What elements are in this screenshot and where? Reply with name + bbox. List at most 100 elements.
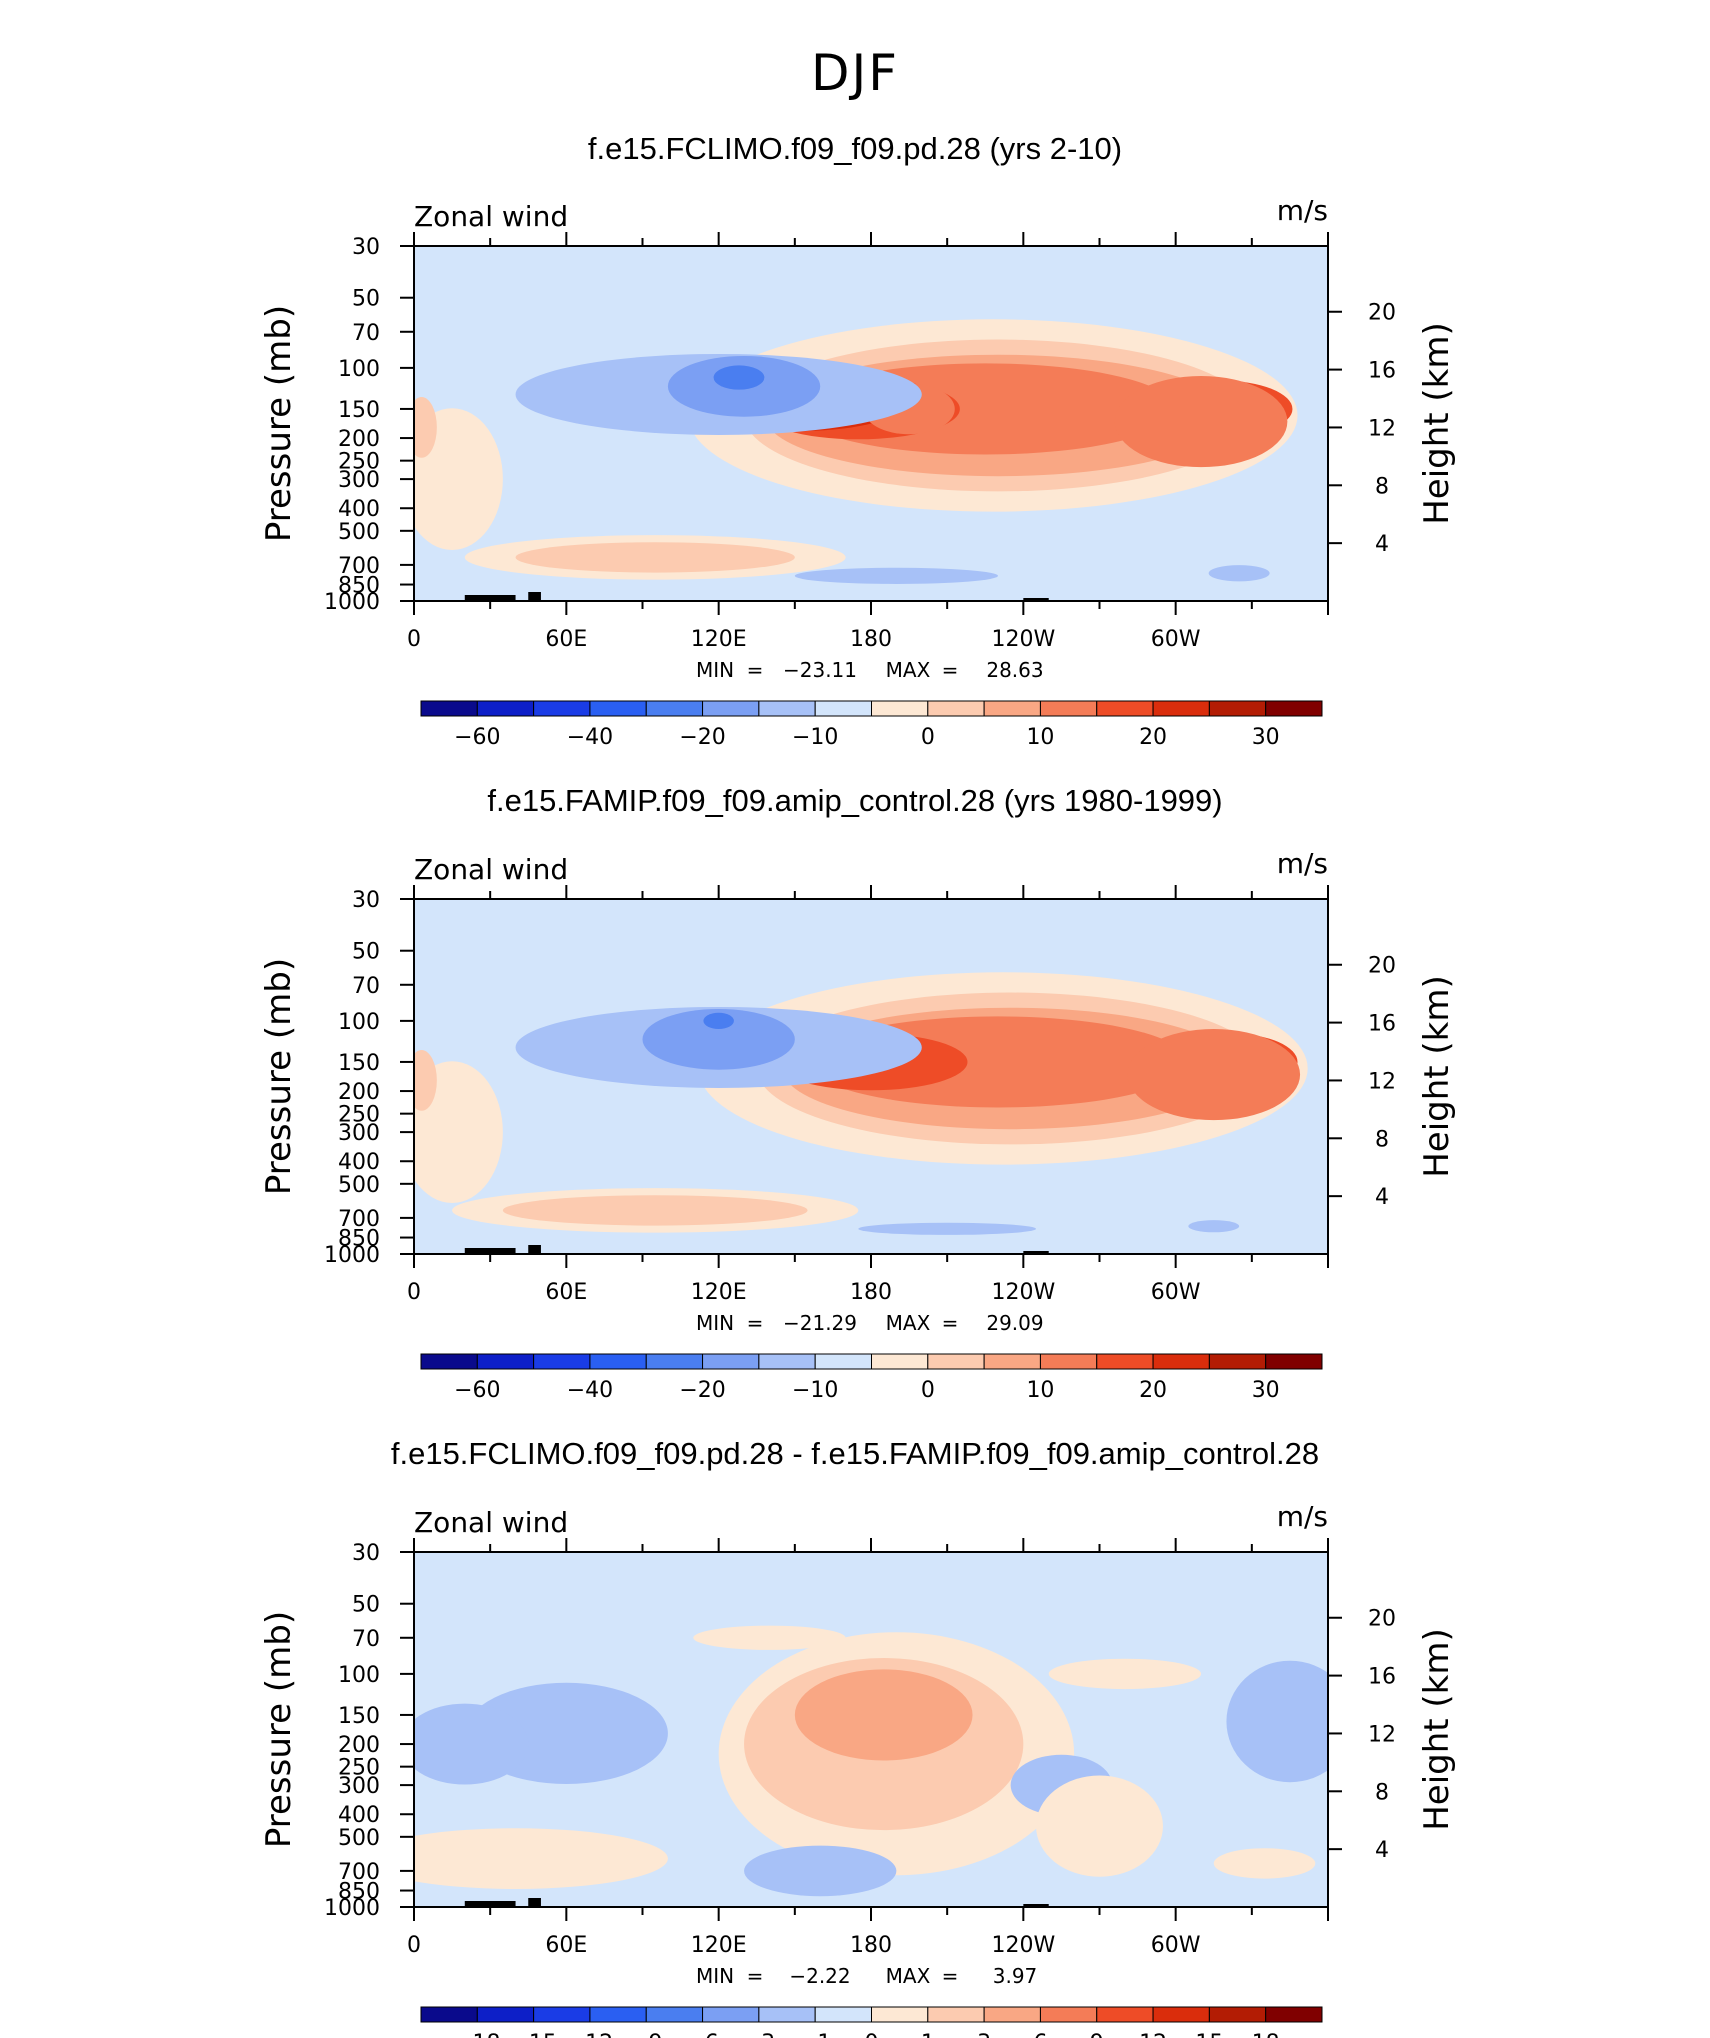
contour-region [515,542,795,573]
topography-bar [528,1898,541,1907]
colorbar-label: −10 [792,1378,838,1403]
panel-3-plot: 0 60E 120E 180 120W 60W3050701001502002503004… [259,1500,1457,2038]
topography-bar [464,1901,516,1907]
colorbar-label: 3 [977,2031,991,2038]
contour-region [1226,1660,1328,1783]
x-tick-label: 60E [545,1280,587,1305]
y-right-axis-label: Height (km) [1417,1628,1457,1831]
colorbar-label: −20 [679,725,725,750]
contour-region [1127,1029,1301,1121]
y-tick-label: 250 [338,1756,380,1781]
topography [464,1898,1049,1907]
y-axis-label: Pressure (mb) [259,958,299,1195]
y-right-tick-label: 16 [1368,1012,1396,1037]
colorbar-label: 20 [1139,1378,1167,1403]
colorbar-swatch [1208,1353,1267,1370]
colorbar-swatch [1152,2006,1210,2023]
topography-bar [1023,1904,1049,1907]
y-right-tick-label: 12 [1368,416,1396,441]
colorbar-swatch [1265,2006,1323,2023]
y-tick-label: 1000 [324,1243,380,1268]
max-equals: = [942,1311,959,1335]
y-tick-label: 300 [338,468,380,493]
colorbar-swatch [871,2006,929,2023]
max-value: 3.97 [993,1964,1038,1988]
colorbar-swatch [645,1353,704,1370]
x-tick-label: 0 [407,1280,421,1305]
topography [464,1245,1049,1254]
contour-field [414,246,1328,601]
colorbar-label: 1 [921,2031,935,2038]
y-tick-label: 150 [338,398,380,423]
colorbar-swatch [983,2006,1041,2023]
contour-region [1048,1658,1202,1690]
colorbar-swatch [1039,700,1098,717]
min-label: MIN [696,1964,734,1988]
contour-region [794,1669,973,1761]
colorbar-label: −18 [454,2031,500,2038]
min-label: MIN [696,1311,734,1335]
min-label: MIN [696,658,734,682]
colorbar-label: 30 [1252,1378,1280,1403]
x-tick-label: 180 [850,1280,892,1305]
colorbar-label: −20 [679,1378,725,1403]
colorbar-swatch [533,700,591,717]
colorbar-swatch [702,1353,760,1370]
colorbar-label: 0 [865,2031,879,2038]
contour-region [1208,565,1270,582]
x-tick-label: 120W [991,1280,1055,1305]
x-tick-label: 60E [545,1933,587,1958]
colorbar-label: −40 [567,725,613,750]
y-tick-label: 500 [338,1826,380,1851]
topography-bar [528,592,541,601]
y-tick-label: 400 [338,1150,380,1175]
x-tick-label: 60W [1151,1933,1201,1958]
y-tick-label: 150 [338,1051,380,1076]
x-tick-label: 120E [691,627,747,652]
colorbar-swatch [476,2006,535,2023]
y-tick-label: 250 [338,1103,380,1128]
y-tick-label: 70 [352,321,380,346]
y-tick-label: 1000 [324,1896,380,1921]
panel-3-title: f.e15.FCLIMO.f09_f09.pd.28 - f.e15.FAMIP… [390,1436,1320,1471]
left-string-label: Zonal wind [414,853,568,886]
contour-region [414,1703,529,1785]
contour-region [713,365,765,390]
y-tick-label: 200 [338,1733,380,1758]
colorbar-label: −10 [792,725,838,750]
topography-bar [1023,1251,1049,1254]
y-tick-label: 300 [338,1121,380,1146]
contour-region [1036,1775,1163,1877]
max-label: MAX [886,658,931,682]
right-string-label: m/s [1277,1500,1328,1533]
contour-field [414,899,1328,1254]
min-value: −2.22 [789,1964,850,1988]
colorbar-label: 15 [1195,2031,1223,2038]
x-tick-label: 60W [1151,1280,1201,1305]
x-tick-label: 120E [691,1280,747,1305]
topography-bar [464,1248,516,1254]
max-value: 29.09 [986,1311,1043,1335]
colorbar-label: −9 [630,2031,662,2038]
y-right-tick-label: 8 [1375,1780,1389,1805]
colorbar-swatch [758,2006,816,2023]
colorbar-label: 20 [1139,725,1167,750]
y-tick-label: 50 [352,940,380,965]
colorbar-swatch [702,700,760,717]
colorbar-swatch [589,2006,647,2023]
x-tick-label: 0 [407,1933,421,1958]
y-right-tick-label: 12 [1368,1069,1396,1094]
colorbar-label: −15 [510,2031,556,2038]
contour-region [858,1222,1037,1235]
colorbar: −18 −15 −12 −9 −6 −3 −1 0 1 3 6 9 12 15 18 [420,2006,1323,2038]
topography-bar [464,595,516,601]
y-tick-label: 30 [352,235,380,260]
colorbar-swatch [476,1353,535,1370]
y-tick-label: 850 [338,1227,380,1252]
colorbar-swatch [1096,1353,1154,1370]
y-right-tick-label: 20 [1368,301,1396,326]
colorbar-swatch [814,2006,872,2023]
colorbar-label: 12 [1139,2031,1167,2038]
min-value: −23.11 [783,658,857,682]
